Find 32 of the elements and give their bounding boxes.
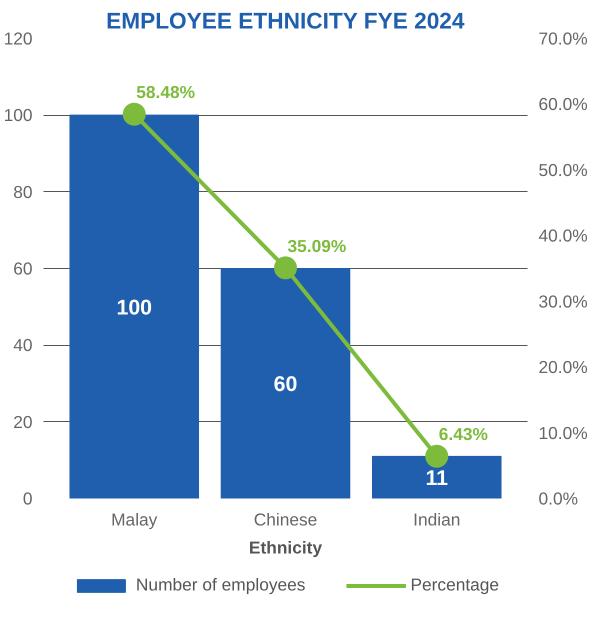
x-tick-label: Indian [413, 510, 460, 530]
y2-tick-label: 0.0% [538, 488, 578, 508]
y-tick-label: 80 [13, 182, 33, 202]
x-axis-title: Ethnicity [248, 538, 322, 558]
point [122, 102, 146, 126]
legend-label: Number of employees [136, 574, 306, 596]
data-label: 60 [274, 372, 298, 396]
y-tick-label: 20 [13, 412, 33, 432]
data-label: 58.48% [136, 82, 196, 102]
data-label: 6.43% [438, 424, 488, 444]
y2-tick-label: 50.0% [538, 160, 588, 180]
y-tick-label: 0 [22, 488, 33, 508]
y-tick-label: 60 [13, 258, 33, 278]
data-label: 11 [425, 466, 448, 490]
data-label: 35.09% [288, 236, 346, 256]
y2-tick-label: 40.0% [538, 226, 588, 246]
chart-title: EMPLOYEE ETHNICITY FYE 2024 [106, 8, 465, 34]
data-label: 100 [116, 295, 152, 320]
y-tick-label: 40 [13, 335, 33, 356]
y2-tick-label: 20.0% [538, 357, 588, 378]
bar [372, 456, 502, 498]
legend-label: Percentage [410, 574, 500, 596]
point [274, 256, 297, 280]
y-tick-label: 100 [4, 105, 33, 126]
x-tick-label: Chinese [254, 510, 318, 530]
y2-tick-label: 10.0% [538, 422, 588, 443]
y2-tick-label: 30.0% [538, 291, 588, 312]
y2-tick-label: 60.0% [538, 94, 588, 114]
y2-tick-label: 70.0% [538, 28, 588, 48]
y-tick-label: 120 [4, 28, 33, 48]
x-tick-label: Malay [111, 510, 158, 530]
point [425, 444, 448, 468]
